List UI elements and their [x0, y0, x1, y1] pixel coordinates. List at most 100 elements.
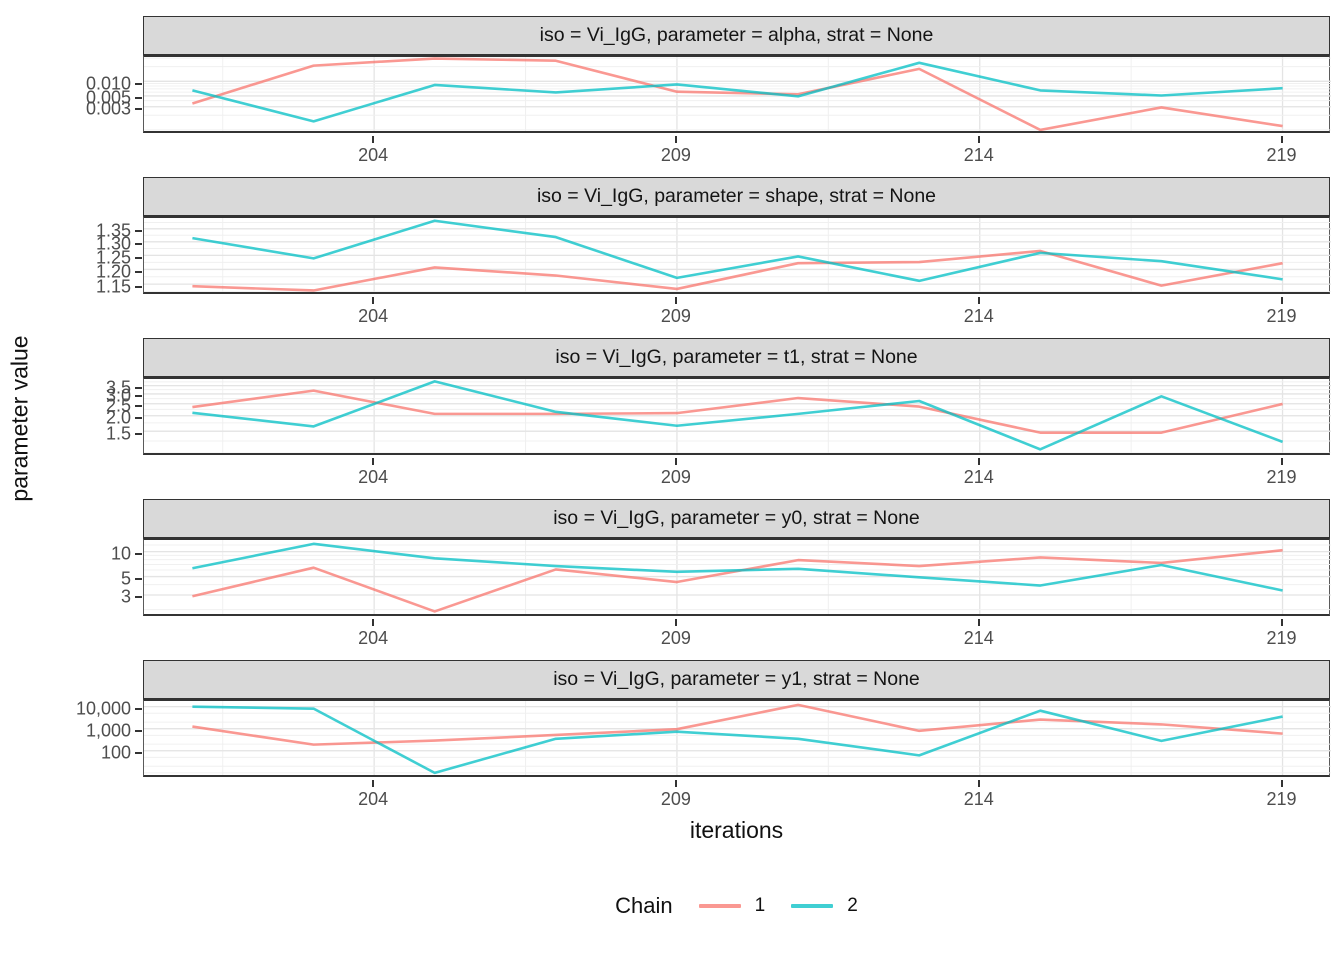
- legend-key-line: [791, 904, 834, 908]
- x-tick-mark: [674, 457, 677, 465]
- x-axis-title: iterations: [689, 817, 784, 843]
- y-tick-label: 1.25: [95, 247, 131, 268]
- chain-1-line: [192, 57, 1283, 131]
- chain-2-line: [192, 219, 1283, 283]
- plot-area: [143, 699, 1331, 777]
- y-tick-label: 0.005: [85, 87, 131, 108]
- y-tick-label: 100: [100, 742, 131, 763]
- facet-panel-2: iso = Vi_IgG, parameter = t1, strat = No…: [106, 338, 1331, 499]
- legend-entry-label: 1: [754, 895, 766, 916]
- y-tick-label: 1,000: [85, 720, 131, 741]
- y-tick-label: 3: [120, 586, 131, 607]
- x-tick-mark: [977, 296, 980, 304]
- x-tick-mark: [372, 618, 375, 626]
- x-tick-label: 214: [963, 144, 994, 165]
- y-tick-mark: [135, 405, 142, 408]
- x-tick-label: 214: [963, 305, 994, 326]
- y-axis-title: parameter value: [6, 335, 33, 502]
- x-tick-label: 209: [660, 788, 691, 809]
- x-tick-label: 209: [660, 144, 691, 165]
- facet-grid: iso = Vi_IgG, parameter = alpha, strat =…: [76, 16, 1331, 821]
- chain-2-line: [192, 705, 1283, 775]
- trace-plot-svg: [144, 379, 1331, 453]
- y-tick-mark: [135, 256, 142, 259]
- y-tick-mark: [135, 82, 142, 85]
- x-tick-label: 219: [1266, 788, 1297, 809]
- x-tick-mark: [1280, 457, 1283, 465]
- x-tick-label: 214: [963, 627, 994, 648]
- x-tick-label: 204: [358, 144, 389, 165]
- x-tick-mark: [977, 618, 980, 626]
- facet-strip-title: iso = Vi_IgG, parameter = t1, strat = No…: [555, 346, 918, 368]
- x-tick-mark: [1280, 296, 1283, 304]
- x-tick-mark: [977, 135, 980, 143]
- facet-panel-1: iso = Vi_IgG, parameter = shape, strat =…: [96, 177, 1331, 338]
- x-tick-label: 204: [358, 788, 389, 809]
- facet-strip: iso = Vi_IgG, parameter = t1, strat = No…: [143, 338, 1330, 377]
- facet-strip: iso = Vi_IgG, parameter = y1, strat = No…: [143, 660, 1330, 699]
- x-tick-mark: [674, 296, 677, 304]
- trace-plot-svg: [144, 57, 1331, 131]
- x-tick-mark: [1280, 779, 1283, 787]
- y-tick-mark: [135, 387, 142, 390]
- y-tick-label: 0.003: [85, 98, 131, 119]
- y-tick-label: 1.35: [95, 220, 131, 241]
- plot-area: [143, 216, 1331, 294]
- x-tick-mark: [674, 135, 677, 143]
- y-tick-label: 10,000: [75, 698, 131, 719]
- x-tick-label: 219: [1266, 627, 1297, 648]
- y-tick-mark: [135, 108, 142, 111]
- x-tick-mark: [372, 779, 375, 787]
- y-tick-label: 10: [110, 543, 131, 564]
- y-tick-mark: [135, 596, 142, 599]
- x-tick-label: 219: [1266, 466, 1297, 487]
- legend-entry-chain-2: 2: [791, 895, 858, 917]
- x-tick-mark: [1280, 135, 1283, 143]
- x-tick-label: 209: [660, 627, 691, 648]
- facet-strip: iso = Vi_IgG, parameter = y0, strat = No…: [143, 499, 1330, 538]
- facet-panel-0: iso = Vi_IgG, parameter = alpha, strat =…: [86, 16, 1331, 177]
- y-tick-label: 1.15: [95, 276, 131, 297]
- x-tick-label: 209: [660, 305, 691, 326]
- y-tick-label: 2.5: [105, 395, 131, 416]
- y-tick-mark: [135, 578, 142, 581]
- facet-strip: iso = Vi_IgG, parameter = shape, strat =…: [143, 177, 1330, 216]
- x-tick-mark: [372, 296, 375, 304]
- facet-strip-title: iso = Vi_IgG, parameter = y1, strat = No…: [553, 668, 920, 690]
- y-tick-label: 5: [120, 568, 131, 589]
- y-tick-mark: [135, 285, 142, 288]
- legend-key-line: [698, 904, 741, 908]
- facet-strip-title: iso = Vi_IgG, parameter = y0, strat = No…: [553, 507, 920, 529]
- y-tick-mark: [135, 752, 142, 755]
- y-tick-mark: [135, 553, 142, 556]
- x-tick-mark: [372, 457, 375, 465]
- y-tick-mark: [135, 243, 142, 246]
- chain-2-line: [192, 61, 1283, 123]
- x-tick-mark: [977, 457, 980, 465]
- x-tick-mark: [372, 135, 375, 143]
- chain-1-line: [192, 389, 1283, 434]
- y-tick-label: 1.30: [95, 233, 131, 254]
- legend-entry-chain-1: 1: [698, 895, 766, 917]
- plot-area: [143, 377, 1331, 455]
- facet-panel-3: iso = Vi_IgG, parameter = y0, strat = No…: [111, 499, 1331, 660]
- y-tick-mark: [135, 432, 142, 435]
- trace-plot-svg: [144, 218, 1331, 292]
- chain-1-line: [192, 703, 1283, 746]
- x-tick-mark: [1280, 618, 1283, 626]
- x-tick-label: 204: [358, 305, 389, 326]
- y-tick-mark: [135, 395, 142, 398]
- chain-1-line: [192, 249, 1283, 292]
- x-tick-label: 209: [660, 466, 691, 487]
- y-tick-label: 1.20: [95, 261, 131, 282]
- y-tick-mark: [135, 708, 142, 711]
- trace-plot-svg: [144, 540, 1331, 614]
- x-tick-label: 204: [358, 627, 389, 648]
- x-tick-label: 219: [1266, 305, 1297, 326]
- x-tick-mark: [674, 779, 677, 787]
- legend-entry-label: 2: [847, 895, 858, 916]
- x-tick-mark: [674, 618, 677, 626]
- facet-strip-title: iso = Vi_IgG, parameter = shape, strat =…: [536, 185, 937, 207]
- x-tick-mark: [977, 779, 980, 787]
- facet-panel-4: iso = Vi_IgG, parameter = y1, strat = No…: [76, 660, 1331, 821]
